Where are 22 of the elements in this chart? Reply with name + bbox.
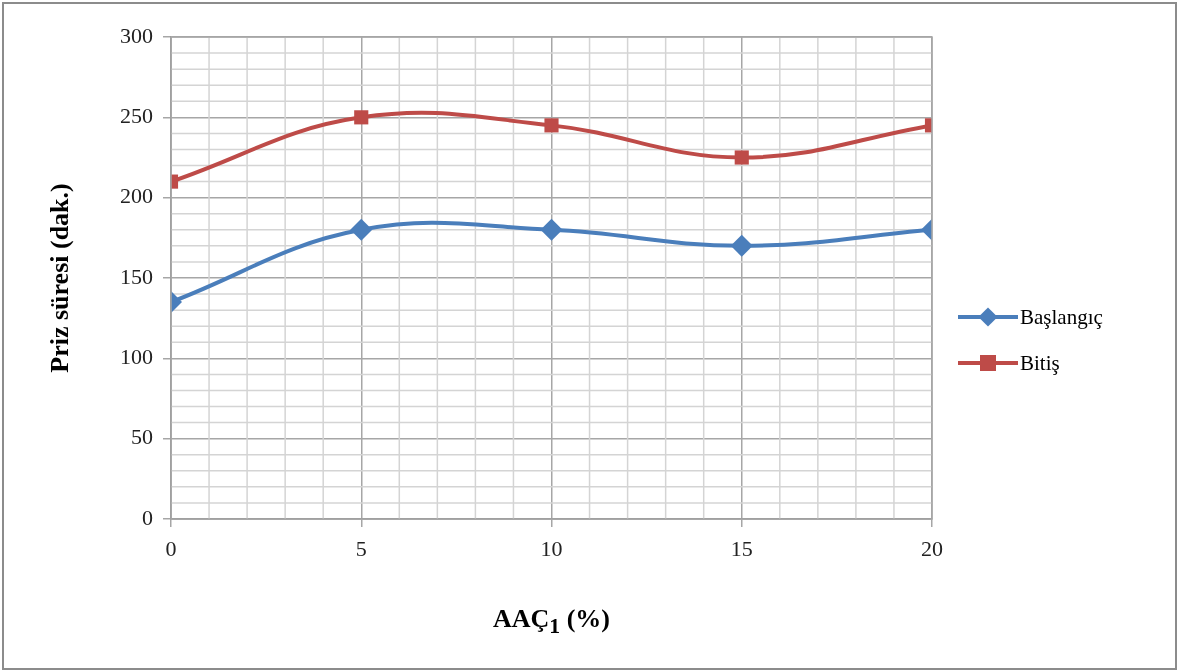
y-tick-label: 50 bbox=[131, 424, 153, 450]
legend-label: Başlangıç bbox=[1020, 304, 1103, 330]
x-tick-label: 0 bbox=[165, 535, 177, 561]
point bbox=[734, 150, 749, 165]
y-tick-label: 100 bbox=[120, 344, 153, 370]
y-tick-label: 300 bbox=[120, 22, 153, 48]
point bbox=[544, 118, 559, 133]
y-tick-label: 200 bbox=[120, 183, 153, 209]
point bbox=[350, 218, 373, 241]
point bbox=[354, 110, 369, 125]
x-tick-label: 20 bbox=[921, 535, 943, 561]
point bbox=[540, 218, 563, 241]
legend-label: Bitiş bbox=[1020, 350, 1060, 376]
y-axis-title: Priz süresi (dak.) bbox=[45, 183, 75, 373]
x-tick-label: 5 bbox=[355, 535, 367, 561]
x-tick-label: 15 bbox=[730, 535, 753, 561]
y-tick-label: 150 bbox=[120, 263, 153, 289]
y-tick-label: 0 bbox=[142, 504, 153, 530]
point bbox=[730, 234, 753, 257]
x-tick-label: 10 bbox=[540, 535, 563, 561]
x-axis-title: AAÇ$_{1}$ (%) bbox=[492, 604, 611, 640]
y-tick-label: 250 bbox=[120, 103, 153, 129]
